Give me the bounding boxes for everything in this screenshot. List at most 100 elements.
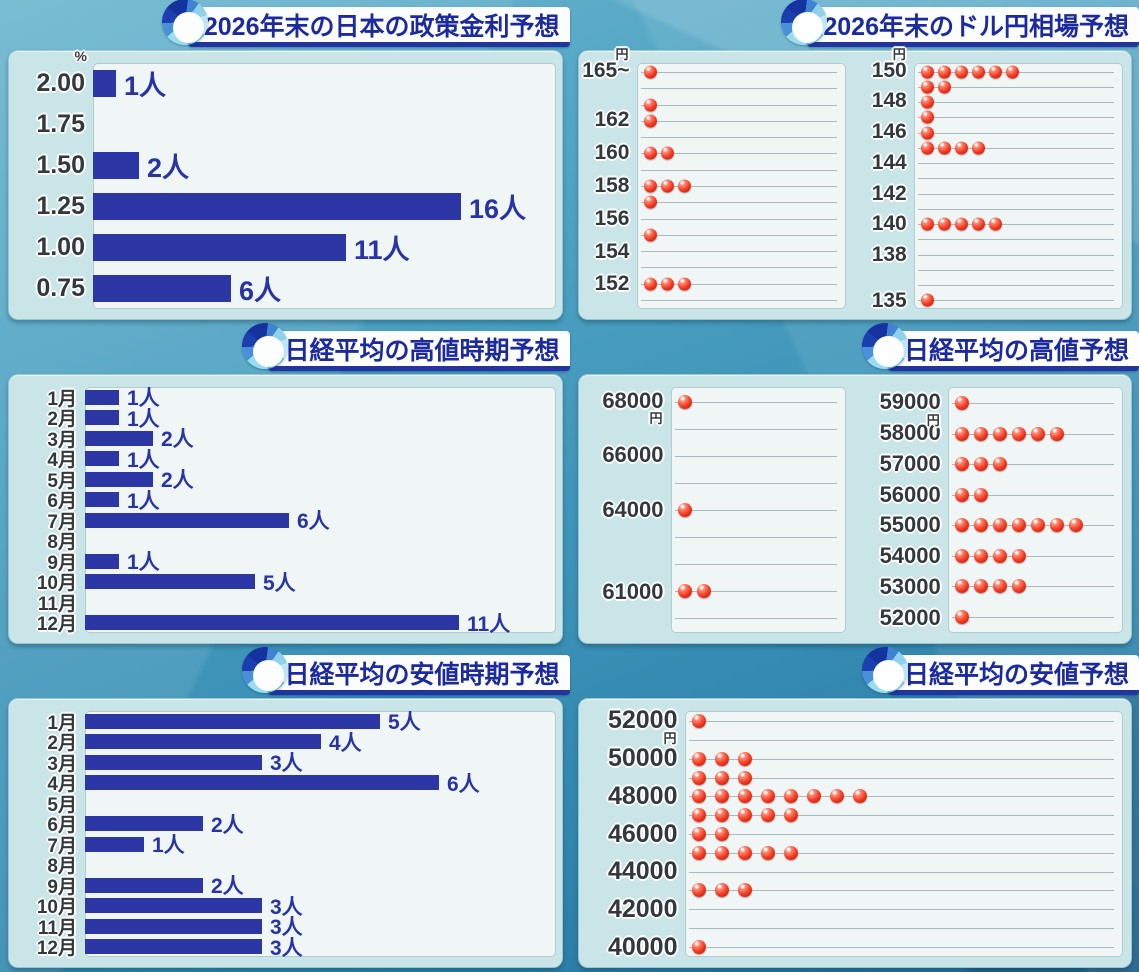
forecast-dot xyxy=(971,141,985,155)
forecast-dot xyxy=(691,826,706,841)
dot-group xyxy=(954,457,1007,472)
gridline xyxy=(640,137,837,139)
bar-row: 5月 2人 xyxy=(9,469,562,492)
dot-group xyxy=(643,179,691,193)
forecast-dot xyxy=(643,98,657,112)
value-label: 3人 xyxy=(270,936,303,960)
forecast-dot xyxy=(954,141,968,155)
forecast-dot xyxy=(973,457,988,472)
bar xyxy=(85,553,119,569)
plot-area xyxy=(93,63,556,309)
unit-label: 円 xyxy=(663,730,677,746)
forecast-dot xyxy=(660,179,674,193)
forecast-dot xyxy=(937,141,951,155)
dot-row xyxy=(686,918,1123,937)
dot-row xyxy=(686,843,1123,862)
dot-column: 150 148 146 144 142 140 138 135 円 xyxy=(858,48,1123,319)
bar-row: 0.75 6人 xyxy=(9,268,562,309)
tick-label: 160 xyxy=(594,141,630,165)
forecast-dot xyxy=(643,179,657,193)
unit-label: 円 xyxy=(615,47,629,62)
dot-group xyxy=(691,808,798,823)
bar xyxy=(85,410,119,426)
tick-row: 165~ xyxy=(581,59,637,82)
dot-row xyxy=(915,247,1122,262)
tick-label: 42000 xyxy=(607,895,678,924)
forecast-dot xyxy=(737,845,752,860)
forecast-dot xyxy=(988,217,1002,231)
bar xyxy=(85,713,380,729)
panel-boj-policy-rate: 2026年末の日本の政策金利予想 % 2.00 1人 1.75 1.50 2人 1.25 16… xyxy=(0,0,570,324)
gridline xyxy=(640,251,837,253)
bar xyxy=(85,389,119,405)
forecast-dot xyxy=(920,95,934,109)
bar-row: 6月 1人 xyxy=(9,490,562,513)
panel-title: 日経平均の安値時期予想 xyxy=(284,660,560,689)
forecast-dot xyxy=(677,584,692,599)
tick-label: 57000 xyxy=(879,450,941,476)
dot-group xyxy=(691,751,752,766)
tick-row: 135 xyxy=(858,289,914,312)
gridline xyxy=(917,163,1114,165)
forecast-dot xyxy=(954,518,969,533)
gridline xyxy=(917,300,1114,302)
tick-row: 68000 xyxy=(581,387,671,414)
tick-label: 66000 xyxy=(602,442,664,468)
forecast-dot xyxy=(643,195,657,209)
chart-panel: 1月 5人 2月 4人 3月 3人 4月 6人 5月 6月 2人 7月 1人 8月 9月 2人 10月 3人 11月… xyxy=(8,698,563,968)
value-label: 1人 xyxy=(127,489,160,513)
forecast-dot xyxy=(920,80,934,94)
panel-usdjpy-forecast: 2026年末のドル円相場予想 165~ 162 160 158 156 154 152 円 15… xyxy=(570,0,1139,324)
forecast-dot xyxy=(920,126,934,140)
gridline xyxy=(688,796,1114,798)
panel-title: 日経平均の高値時期予想 xyxy=(284,336,560,365)
forecast-dot xyxy=(954,217,968,231)
gridline xyxy=(640,283,837,285)
gridline xyxy=(640,234,837,236)
tick-label: 148 xyxy=(871,89,907,113)
tick-row: 162 xyxy=(581,108,637,131)
tick-label: 144 xyxy=(871,150,907,174)
dot-row xyxy=(638,97,845,113)
value-label: 6人 xyxy=(239,276,282,306)
category-label: 1.00 xyxy=(36,233,85,261)
tick-row: 46000 xyxy=(581,820,685,848)
forecast-dot xyxy=(660,277,674,291)
tick-row: 158 xyxy=(581,174,637,197)
bar-row: 10月 5人 xyxy=(9,572,562,595)
plot-area xyxy=(947,387,1123,633)
tick-row: 61000 xyxy=(581,578,671,605)
bar xyxy=(85,877,203,893)
tick-row xyxy=(858,263,914,278)
gridline xyxy=(674,455,837,457)
tick-label: 56000 xyxy=(879,481,941,507)
gridline xyxy=(640,218,837,220)
dot-row xyxy=(638,227,845,243)
dot-row xyxy=(672,469,845,496)
dot-row xyxy=(672,496,845,523)
dot-row xyxy=(672,578,845,605)
forecast-dot xyxy=(643,228,657,242)
category-label: 2.00 xyxy=(36,69,85,97)
dot-row xyxy=(686,712,1123,731)
tick-row: 54000 xyxy=(858,541,948,572)
value-label: 11人 xyxy=(354,235,410,265)
tick-label: 64000 xyxy=(602,496,664,522)
tick-row: 150 xyxy=(858,59,914,82)
value-label: 4人 xyxy=(329,731,362,755)
dot-group xyxy=(691,826,729,841)
gridline xyxy=(917,239,1114,241)
dot-group xyxy=(691,845,798,860)
dot-row xyxy=(638,145,845,161)
forecast-dot xyxy=(920,141,934,155)
bar-row: 3月 2人 xyxy=(9,428,562,451)
category-label: 10月 xyxy=(36,897,77,919)
forecast-dot xyxy=(691,883,706,898)
forecast-dot xyxy=(714,883,729,898)
value-label: 2人 xyxy=(211,813,244,837)
tick-row: 55000 xyxy=(858,510,948,541)
dot-group xyxy=(954,518,1083,533)
bar-rows: 1月 1人 2月 1人 3月 2人 4月 1人 5月 2人 6月 1人 7月 6人 8月 9月 1人 10月 5人 1… xyxy=(9,375,562,643)
forecast-dot xyxy=(1049,426,1064,441)
bar-row: 8月 xyxy=(9,531,562,553)
